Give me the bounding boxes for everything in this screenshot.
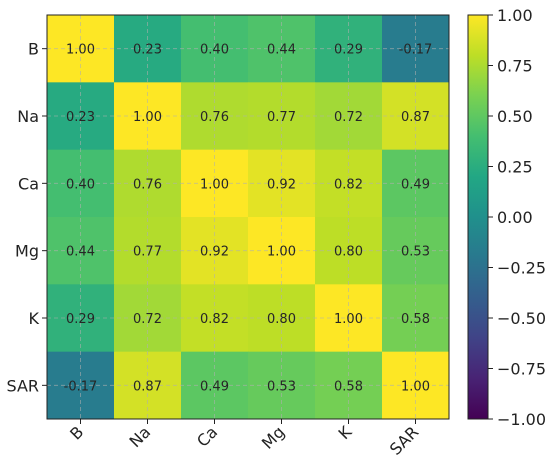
cell-value-label: 0.77: [267, 110, 296, 125]
cell-value-label: 1.00: [66, 43, 95, 58]
colorbar-tick-label: −0.25: [497, 259, 546, 278]
colorbar-tick-label: 1.00: [497, 6, 533, 25]
x-tick-label: K: [334, 422, 355, 443]
cell-value-label: 0.23: [66, 110, 95, 125]
cell-value-label: 0.29: [334, 43, 363, 58]
y-tick-label: Mg: [15, 242, 39, 261]
colorbar-tick-label: −0.50: [497, 309, 546, 328]
cell-value-label: 1.00: [401, 379, 430, 394]
x-tick-label: Ca: [193, 422, 221, 450]
cell-value-label: 0.80: [267, 312, 296, 327]
x-axis: B Na Ca Mg K SAR: [66, 419, 422, 459]
cell-value-label: 0.82: [200, 312, 229, 327]
colorbar: 1.00 0.75 0.50 0.25 0.00 −0.25 −0.50 −0.75 −1.00: [467, 6, 546, 429]
heatmap-cells: [47, 15, 450, 420]
y-tick-label: Na: [17, 107, 39, 126]
cell-value-label: 0.92: [200, 245, 229, 260]
cell-value-label: 0.72: [334, 110, 363, 125]
cell-value-label: 0.44: [267, 43, 296, 58]
cell-value-label: 0.72: [133, 312, 162, 327]
cell-value-label: 0.82: [334, 177, 363, 192]
cell-value-label: 0.87: [133, 379, 162, 394]
cell-value-label: 0.23: [133, 43, 162, 58]
y-tick-label: SAR: [6, 376, 39, 395]
y-axis: B Na Ca Mg K SAR: [6, 14, 450, 420]
colorbar-tick-label: −0.75: [497, 360, 546, 379]
cell-value-label: 0.49: [401, 177, 430, 192]
y-tick-label: B: [28, 40, 39, 59]
cell-value-label: 0.40: [200, 43, 229, 58]
cell-value-label: 0.29: [66, 312, 95, 327]
cell-value-label: 0.80: [334, 245, 363, 260]
cell-value-label: 1.00: [267, 245, 296, 260]
cell-value-label: 0.58: [334, 379, 363, 394]
heatmap-grid: [47, 15, 449, 419]
cell-value-label: 0.53: [267, 379, 296, 394]
cell-value-label: 0.49: [200, 379, 229, 394]
x-tick-label: Mg: [258, 422, 288, 452]
cell-value-label: -0.17: [399, 43, 433, 58]
cell-value-label: 1.00: [334, 312, 363, 327]
y-tick-label: Ca: [18, 174, 39, 193]
cell-value-label: 0.58: [401, 312, 430, 327]
cell-value-label: 0.92: [267, 177, 296, 192]
cell-value-label: 0.40: [66, 177, 95, 192]
x-tick-label: Na: [125, 422, 154, 451]
colorbar-tick-label: 0.25: [497, 158, 533, 177]
cell-value-label: 0.76: [200, 110, 229, 125]
x-tick-label: SAR: [386, 422, 422, 458]
cell-value-label: 1.00: [200, 177, 229, 192]
colorbar-tick-label: 0.50: [497, 107, 533, 126]
cell-value-label: 0.44: [66, 245, 95, 260]
cell-value-label: 0.87: [401, 110, 430, 125]
colorbar-tick-label: −1.00: [497, 410, 546, 429]
heatmap-frame: [46, 14, 450, 420]
y-tick-label: K: [29, 309, 40, 328]
x-tick-label: B: [66, 422, 87, 443]
colorbar-tick-label: 0.75: [497, 57, 533, 76]
cell-value-label: 0.76: [133, 177, 162, 192]
cell-value-label: 0.77: [133, 245, 162, 260]
heatmap-cell-labels: 1.00 0.23 0.40 0.44 0.29 -0.17 0.23 1.00 0.76 0.7…: [64, 43, 433, 395]
cell-value-label: 0.53: [401, 245, 430, 260]
cell-value-label: 1.00: [133, 110, 162, 125]
colorbar-gradient: [467, 14, 489, 420]
colorbar-tick-label: 0.00: [497, 208, 533, 227]
cell-value-label: -0.17: [64, 379, 98, 394]
